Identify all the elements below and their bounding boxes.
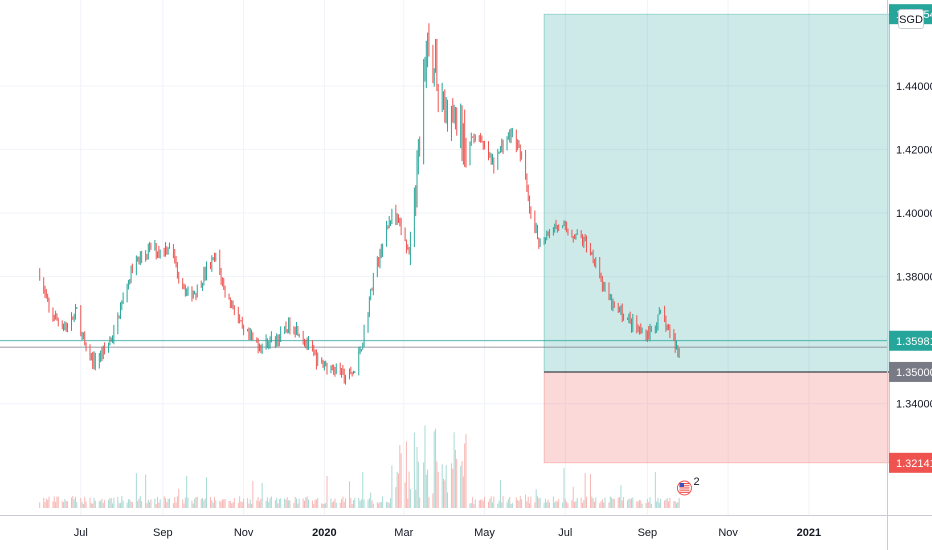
long-position-tool[interactable] [543, 13, 890, 464]
x-tick-label: Sep [153, 527, 173, 539]
price-tag-label: 1.35000 [896, 367, 932, 379]
x-tick-label: Sep [638, 527, 658, 539]
price-series [39, 23, 680, 385]
currency-label[interactable]: SGD [898, 9, 924, 29]
price-tag [889, 452, 932, 473]
price-tag [889, 330, 932, 351]
x-tick-label: Jul [558, 527, 572, 539]
flag-stripe [679, 489, 690, 491]
x-tick-label: Nov [718, 527, 738, 539]
y-tick-label: 1.40000 [896, 208, 932, 220]
price-tag [889, 361, 932, 382]
x-tick-label: Mar [394, 527, 413, 539]
x-tick-label: 2021 [797, 527, 821, 539]
y-tick-label: 1.38000 [896, 272, 932, 284]
price-tag-label: 1.35981 [896, 336, 932, 348]
x-axis-ticks: Jul Sep Nov 2020 Mar May Jul Sep Nov 2021 [74, 527, 821, 539]
profit-zone [543, 13, 890, 373]
flag-stripe [679, 485, 690, 487]
x-tick-label: Nov [234, 527, 254, 539]
loss-zone [543, 371, 890, 464]
flag-stripe [679, 487, 690, 489]
volume-bars [39, 425, 680, 508]
y-tick-label: 1.34000 [896, 399, 932, 411]
y-axis-ticks: 1.340001.360001.380001.400001.420001.440… [896, 81, 932, 411]
y-tick-label: 1.42000 [896, 144, 932, 156]
x-tick-label: 2020 [312, 527, 336, 539]
price-lines [0, 340, 887, 348]
x-tick-label: May [474, 527, 495, 539]
flag-stripe [679, 491, 690, 493]
flag-canton [679, 483, 684, 487]
flag-stripe [679, 483, 690, 485]
events-count: 2 [693, 476, 699, 488]
y-tick-label: 1.44000 [896, 81, 932, 93]
price-tag-label: 1.32141 [896, 458, 932, 470]
x-tick-label: Jul [74, 527, 88, 539]
grid [0, 0, 887, 515]
events-badge[interactable]: 2 [676, 476, 700, 496]
